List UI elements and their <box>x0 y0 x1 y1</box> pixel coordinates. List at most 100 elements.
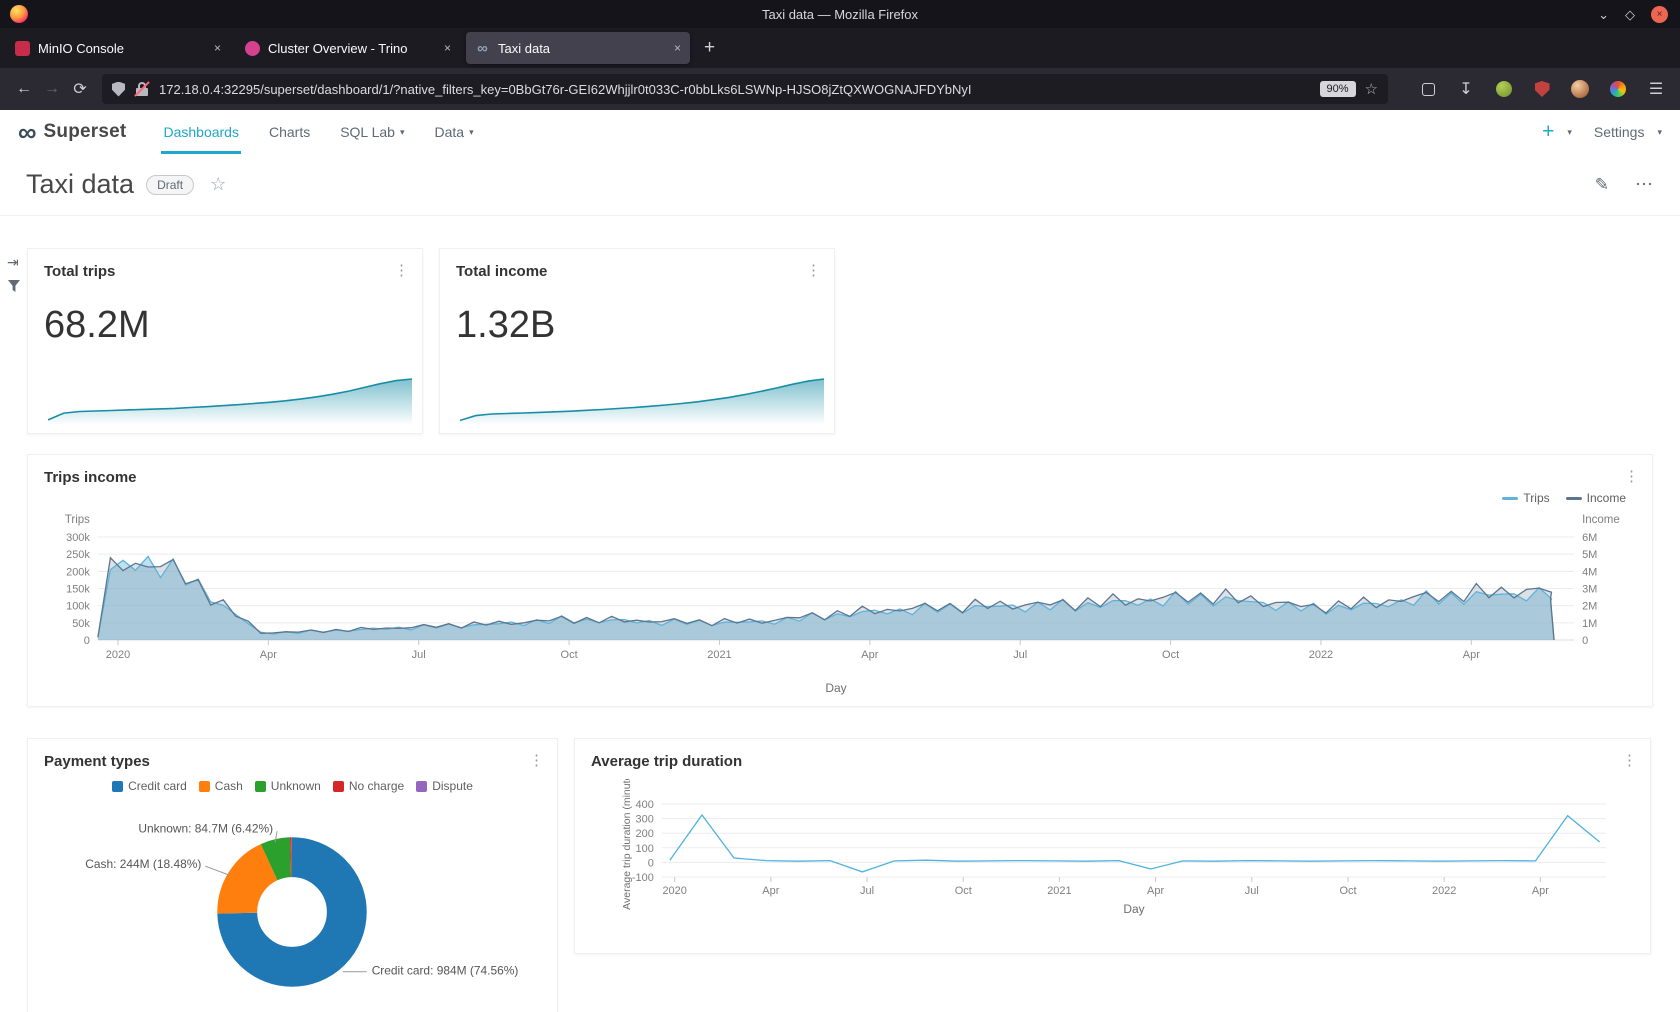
card-total-trips: Total trips ⋮ 68.2M <box>27 248 423 434</box>
window-close-button[interactable]: × <box>1651 6 1668 23</box>
save-icon[interactable] <box>1414 75 1442 103</box>
edit-pencil-icon[interactable]: ✎ <box>1595 175 1609 195</box>
svg-text:Apr: Apr <box>260 649 277 661</box>
svg-text:Apr: Apr <box>1463 649 1480 661</box>
window-title: Taxi data — Mozilla Firefox <box>0 7 1680 22</box>
profile-avatar[interactable] <box>1566 75 1594 103</box>
svg-text:Apr: Apr <box>762 885 779 897</box>
kebab-menu-icon[interactable]: ⋮ <box>529 751 544 769</box>
chart-title: Total income <box>440 249 834 280</box>
kebab-menu-icon[interactable]: ⋮ <box>394 261 409 279</box>
tab-taxi-data[interactable]: ∞ Taxi data × <box>466 32 690 64</box>
svg-text:400: 400 <box>636 799 654 811</box>
card-payment-types: Payment types ⋮ Credit card Cash Unknown <box>27 738 558 1012</box>
legend-item-unknown[interactable]: Unknown <box>255 779 321 793</box>
big-number-value: 68.2M <box>44 304 422 347</box>
chart-legend: Credit card Cash Unknown No charge Dispu… <box>28 779 557 793</box>
minio-favicon <box>15 41 30 56</box>
trino-favicon <box>245 41 260 56</box>
chart-title: Payment types <box>28 739 557 770</box>
filter-funnel-icon[interactable] <box>8 280 20 292</box>
svg-text:2022: 2022 <box>1432 885 1456 897</box>
card-trips-income: Trips income ⋮ Trips Income 0050k1M100k2… <box>27 454 1653 707</box>
more-options-icon[interactable]: ⋯ <box>1635 174 1654 195</box>
kebab-menu-icon[interactable]: ⋮ <box>1622 751 1637 769</box>
forward-button[interactable]: → <box>38 75 66 103</box>
svg-text:Cash: 244M (18.48%): Cash: 244M (18.48%) <box>85 857 201 871</box>
toolbar-right: ↧ ☰ <box>1414 75 1670 103</box>
settings-menu[interactable]: Settings <box>1594 124 1645 140</box>
dashboard-content: ⇥ Total trips ⋮ 68.2M Total income ⋮ 1.3… <box>0 216 1680 1012</box>
window-minimize-icon[interactable]: ⌄ <box>1598 8 1609 21</box>
tab-close-icon[interactable]: × <box>444 41 451 55</box>
svg-text:Unknown: 84.7M (6.42%): Unknown: 84.7M (6.42%) <box>138 821 273 835</box>
url-text[interactable]: 172.18.0.4:32295/superset/dashboard/1/?n… <box>159 82 1311 97</box>
expand-filter-bar-icon[interactable]: ⇥ <box>7 254 19 271</box>
total-income-sparkline[interactable] <box>460 375 824 425</box>
svg-text:4M: 4M <box>1582 566 1597 578</box>
downloads-icon[interactable]: ↧ <box>1452 75 1480 103</box>
total-trips-sparkline[interactable] <box>48 375 412 425</box>
menu-hamburger-icon[interactable]: ☰ <box>1642 75 1670 103</box>
svg-text:Apr: Apr <box>1147 885 1164 897</box>
avg-trip-duration-chart[interactable]: -1000100200300400Average trip duration (… <box>575 779 1650 949</box>
url-bar[interactable]: 172.18.0.4:32295/superset/dashboard/1/?n… <box>102 74 1388 104</box>
svg-text:2021: 2021 <box>1047 885 1071 897</box>
superset-logo[interactable]: ∞ Superset <box>18 121 126 143</box>
tab-trino-cluster[interactable]: Cluster Overview - Trino × <box>236 32 460 64</box>
bookmark-star-icon[interactable]: ☆ <box>1365 80 1378 98</box>
superset-infinity-icon: ∞ <box>18 122 37 143</box>
dashboard-actions: ✎ ⋯ <box>1595 174 1654 195</box>
extension-green-icon[interactable] <box>1490 75 1518 103</box>
chart-title: Average trip duration <box>575 739 1650 770</box>
svg-text:6M: 6M <box>1582 532 1597 544</box>
extension-pinwheel-icon[interactable] <box>1604 75 1632 103</box>
svg-text:Apr: Apr <box>861 649 878 661</box>
legend-item-no-charge[interactable]: No charge <box>333 779 404 793</box>
superset-favicon: ∞ <box>475 41 490 56</box>
navbar-right: + ▾ Settings ▾ <box>1542 120 1662 144</box>
nav-sql-lab[interactable]: SQL Lab ▾ <box>325 110 419 154</box>
trips-income-chart[interactable]: 0050k1M100k2M150k3M200k4M250k5M300k6MTri… <box>28 499 1652 699</box>
nav-dashboards[interactable]: Dashboards <box>148 110 254 154</box>
chevron-down-icon: ▾ <box>400 127 405 138</box>
back-button[interactable]: ← <box>10 75 38 103</box>
favorite-star-icon[interactable]: ☆ <box>210 174 226 195</box>
svg-text:2020: 2020 <box>106 649 130 661</box>
payment-types-donut-chart[interactable]: Unknown: 84.7M (6.42%) Cash: 244M (18.48%… <box>28 801 557 1012</box>
window-maximize-icon[interactable]: ◇ <box>1625 8 1635 21</box>
new-item-plus-button[interactable]: + <box>1542 120 1554 144</box>
big-number-value: 1.32B <box>456 304 834 347</box>
nav-charts[interactable]: Charts <box>254 110 325 154</box>
legend-item-credit-card[interactable]: Credit card <box>112 779 187 793</box>
zoom-level-button[interactable]: 90% <box>1320 81 1356 97</box>
svg-text:0: 0 <box>1582 635 1588 647</box>
legend-item-cash[interactable]: Cash <box>199 779 243 793</box>
chevron-down-icon: ▾ <box>1567 127 1572 138</box>
window-titlebar: Taxi data — Mozilla Firefox ⌄ ◇ × <box>0 0 1680 28</box>
svg-text:2022: 2022 <box>1309 649 1333 661</box>
svg-text:2M: 2M <box>1582 601 1597 613</box>
nav-data[interactable]: Data ▾ <box>419 110 488 154</box>
new-tab-button[interactable]: + <box>696 37 723 59</box>
kebab-menu-icon[interactable]: ⋮ <box>1624 467 1639 485</box>
tab-label: Taxi data <box>498 41 666 56</box>
dashboard-header: Taxi data Draft ☆ ✎ ⋯ <box>0 154 1680 216</box>
tab-minio-console[interactable]: MinIO Console × <box>6 32 230 64</box>
insecure-lock-icon[interactable] <box>134 81 150 97</box>
tracking-protection-shield-icon[interactable] <box>112 82 125 97</box>
reload-button[interactable]: ⟳ <box>66 75 94 103</box>
ublock-extension-icon[interactable] <box>1528 75 1556 103</box>
legend-item-dispute[interactable]: Dispute <box>416 779 473 793</box>
svg-text:200k: 200k <box>66 566 90 578</box>
chart-title: Trips income <box>28 455 1652 486</box>
svg-text:Oct: Oct <box>1162 649 1179 661</box>
svg-text:0: 0 <box>84 635 90 647</box>
svg-text:200: 200 <box>636 828 654 840</box>
draft-status-badge: Draft <box>146 175 194 195</box>
tab-close-icon[interactable]: × <box>214 41 221 55</box>
tab-bar: MinIO Console × Cluster Overview - Trino… <box>0 28 1680 68</box>
kebab-menu-icon[interactable]: ⋮ <box>806 261 821 279</box>
svg-text:300k: 300k <box>66 532 90 544</box>
tab-close-icon[interactable]: × <box>674 41 681 55</box>
